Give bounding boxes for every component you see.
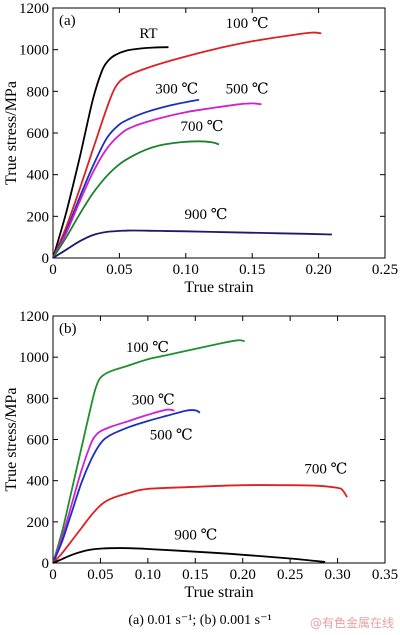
y-tick-label: 800 [27,391,50,407]
x-tick-label: 0 [49,567,57,583]
y-tick-label: 200 [27,209,50,225]
y-tick-label: 1200 [19,309,49,325]
series-line-700 [52,140,220,259]
series-line-500 [52,102,262,259]
series-label-700: 700 ℃ [304,461,347,477]
chart-panel-a: 0 0.05 0.10 0.15 0.20 0.25 0 200 400 600 800 1000 12… [3,1,398,296]
series-line-100 [52,339,245,564]
watermark: @有色金属在线 [309,616,394,630]
series-label-100: 100 ℃ [226,16,269,32]
series-label-300: 300 ℃ [155,81,198,97]
series-label-300: 300 ℃ [132,393,175,409]
x-tick-label: 0.25 [372,262,398,278]
y-tick-label: 0 [42,251,50,267]
x-tick-label: 0.10 [135,567,161,583]
series-line-300 [52,98,200,259]
figure-caption: (a) 0.01 s⁻¹; (b) 0.001 s⁻¹ [128,613,272,628]
x-tick-label: 0.10 [173,262,199,278]
y-tick-label: 200 [27,515,50,531]
x-tick-label: 0.35 [372,567,398,583]
y-tick-label: 800 [27,84,50,100]
x-tick-label: 0.15 [182,567,208,583]
series-line-100 [52,31,322,259]
series-line-900 [52,229,332,259]
y-tick-label: 400 [27,168,50,184]
series-label-rt: RT [139,26,157,42]
x-tick-label: 0.15 [239,262,265,278]
y-tick-label: 1200 [19,1,49,17]
x-tick-label: 0.05 [106,262,132,278]
series-line-300 [52,408,175,564]
y-tick-label: 400 [27,474,50,490]
x-tick-label: 0.25 [277,567,303,583]
series-label-500: 500 ℃ [226,81,269,97]
series-line-700 [52,484,348,564]
x-tick-label: 0 [49,262,57,278]
y-axis-label: True stress/MPa [3,81,20,185]
panel-label: (b) [59,321,77,337]
series-label-900: 900 ℃ [174,527,217,543]
chart-panel-b: 0 0.05 0.10 0.15 0.20 0.25 0.30 0.35 0 200 400 600 8… [3,309,398,601]
y-tick-label: 600 [27,126,50,142]
y-axis-label: True stress/MPa [3,388,20,492]
panel-label: (a) [59,13,76,29]
y-tick-label: 1000 [19,43,49,59]
series-label-700: 700 ℃ [180,119,223,135]
series-line-500 [52,409,201,564]
x-axis-label: True strain [184,279,253,296]
y-tick-label: 1000 [19,350,49,366]
x-tick-label: 0.20 [305,262,331,278]
x-tick-label: 0.30 [324,567,350,583]
series-line-rt [52,46,169,259]
series-label-100: 100 ℃ [126,340,169,356]
x-tick-label: 0.20 [230,567,256,583]
plot-frame [52,315,386,564]
series-label-900: 900 ℃ [184,207,227,223]
series-label-500: 500 ℃ [150,428,193,444]
x-tick-label: 0.05 [87,567,113,583]
y-tick-label: 600 [27,433,50,449]
y-tick-label: 0 [42,556,50,572]
x-axis-label: True strain [184,584,253,601]
series-line-900 [52,547,326,564]
